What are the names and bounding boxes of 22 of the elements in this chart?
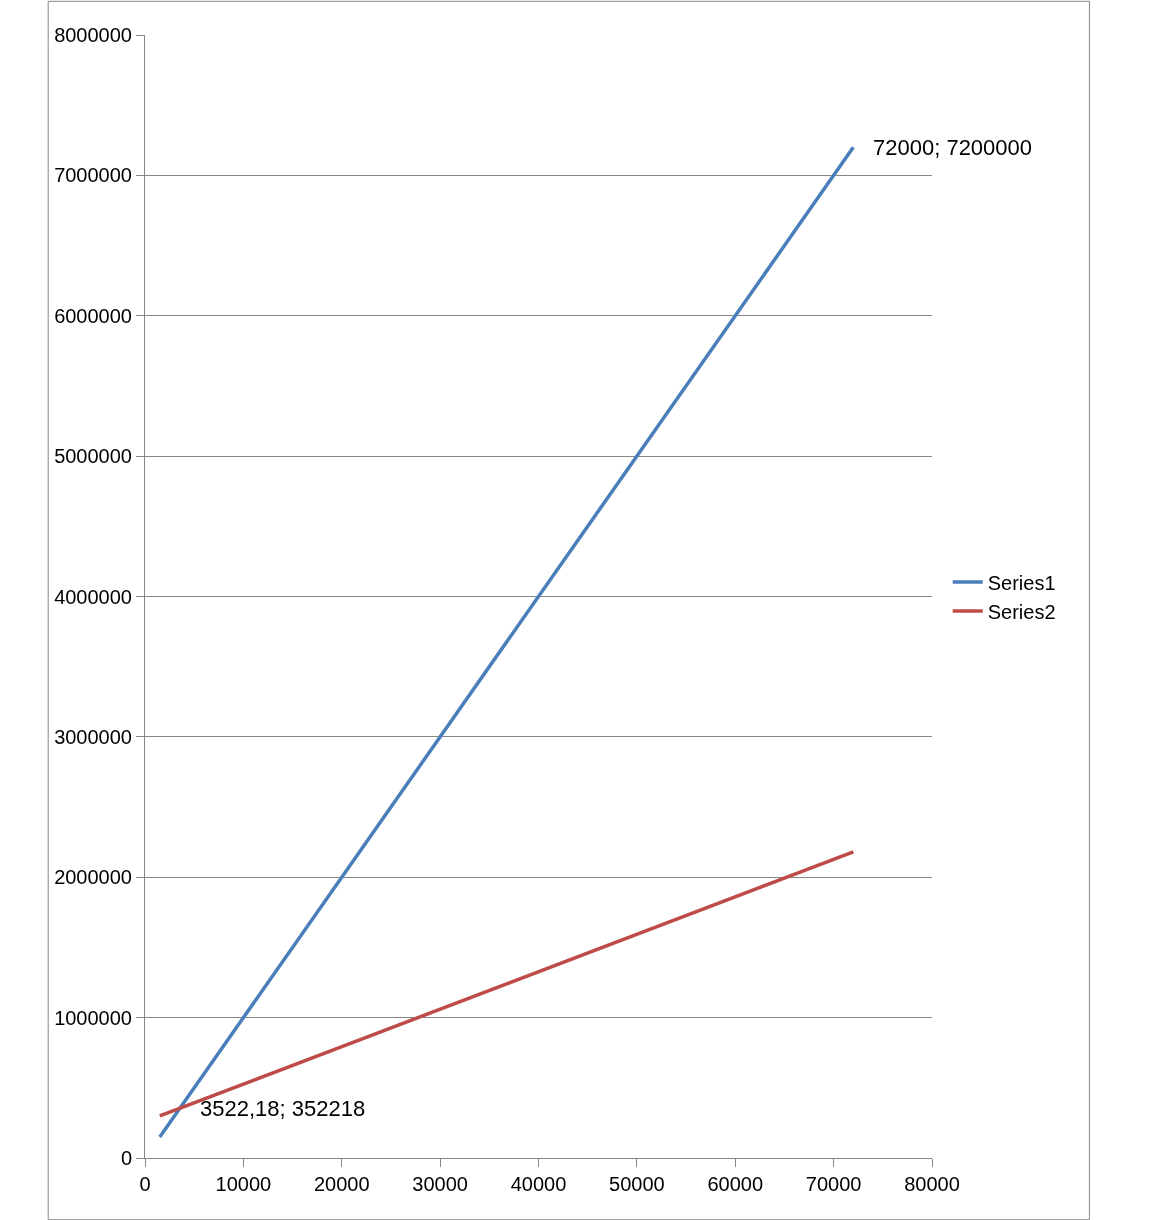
x-tick-label: 60000 <box>707 1173 764 1195</box>
y-tick-label: 1000000 <box>54 1006 132 1029</box>
x-tick-label: 40000 <box>510 1173 567 1195</box>
y-tick-label: 8000000 <box>54 24 132 46</box>
y-tick-label: 4000000 <box>54 585 132 608</box>
x-tick-label: 80000 <box>904 1173 960 1195</box>
y-tick-label: 5000000 <box>54 445 132 468</box>
x-tick-label: 70000 <box>805 1173 862 1195</box>
legend-label: Series2 <box>987 600 1056 623</box>
x-tick-label: 50000 <box>609 1173 665 1195</box>
annotation: 3522,18; 352218 <box>200 1096 366 1121</box>
y-tick-label: 6000000 <box>54 304 132 327</box>
x-tick-label: 10000 <box>215 1173 272 1195</box>
y-tick-label: 2000000 <box>54 866 132 889</box>
annotation: 72000; 7200000 <box>873 135 1033 160</box>
x-tick-label: 20000 <box>313 1173 370 1195</box>
x-tick-label: 30000 <box>412 1173 468 1195</box>
y-tick-label: 3000000 <box>54 725 132 748</box>
y-tick-label: 0 <box>120 1147 132 1169</box>
x-tick-label: 0 <box>139 1173 151 1195</box>
y-tick-label: 7000000 <box>54 164 132 187</box>
legend-label: Series1 <box>987 571 1056 594</box>
